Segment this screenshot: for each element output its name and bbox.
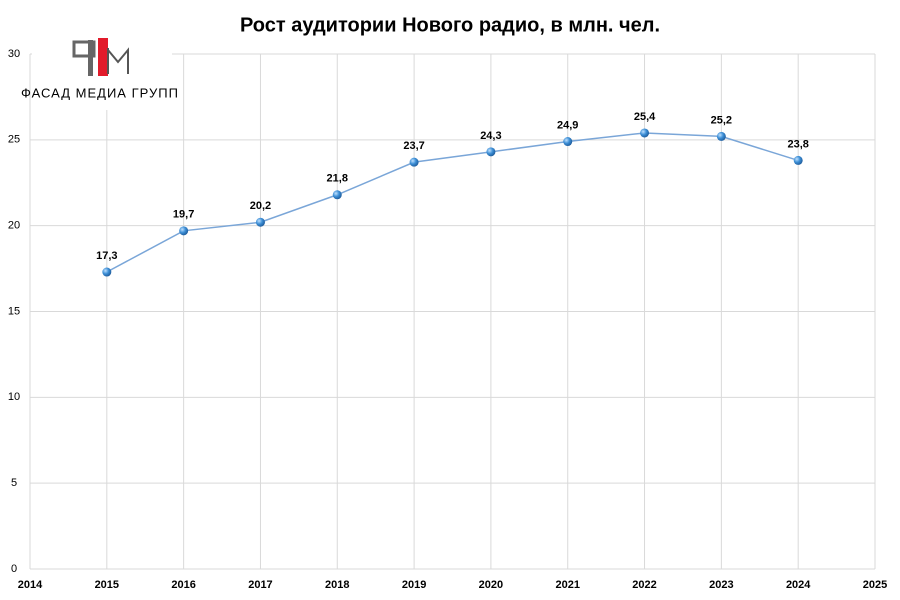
- x-tick-label: 2019: [402, 579, 426, 591]
- point: [102, 267, 112, 277]
- x-tick-label: 2017: [248, 579, 272, 591]
- x-tick-label: 2020: [479, 579, 503, 591]
- x-tick-label: 2022: [632, 579, 656, 591]
- point: [179, 226, 189, 236]
- x-tick-label: 2014: [18, 579, 43, 591]
- data-label: 20,2: [250, 200, 271, 212]
- y-tick-label: 25: [8, 134, 20, 146]
- data-label: 25,2: [711, 114, 732, 126]
- chart-title: Рост аудитории Нового радио, в млн. чел.: [240, 14, 660, 36]
- logo-shape: [88, 40, 93, 76]
- x-tick-label: 2015: [95, 579, 119, 591]
- data-label: 21,8: [327, 173, 348, 185]
- data-label: 23,7: [403, 140, 424, 152]
- grid: [29, 53, 876, 570]
- point: [640, 128, 650, 138]
- point: [486, 147, 496, 157]
- y-tick-label: 20: [8, 220, 20, 232]
- x-tick-label: 2018: [325, 579, 349, 591]
- point: [716, 131, 726, 141]
- x-tick-label: 2024: [786, 579, 811, 591]
- x-tick-label: 2025: [863, 579, 887, 591]
- data-label: 19,7: [173, 209, 194, 221]
- point: [332, 190, 342, 200]
- point: [793, 155, 803, 165]
- logo: ФАСАД МЕДИА ГРУПП: [21, 38, 179, 110]
- y-tick-label: 10: [8, 391, 20, 403]
- x-tick-label: 2023: [709, 579, 733, 591]
- data-label: 23,8: [787, 138, 808, 150]
- logo-shape: [98, 38, 108, 76]
- point: [409, 157, 419, 167]
- y-tick-label: 15: [8, 305, 20, 317]
- y-tick-label: 0: [11, 563, 17, 575]
- point: [255, 217, 265, 227]
- data-label: 17,3: [96, 250, 117, 262]
- point: [563, 137, 573, 147]
- logo-shape: [107, 47, 129, 74]
- y-tick-label: 30: [8, 48, 20, 60]
- data-label: 24,9: [557, 119, 578, 131]
- x-tick-label: 2016: [171, 579, 195, 591]
- logo-shape: [72, 40, 96, 58]
- data-label: 24,3: [480, 130, 501, 142]
- line: [106, 132, 799, 273]
- plot: 17,3 19,7 20,2 21,8 23,7 24,3 24,9 25,4 25,2 23,8: [96, 111, 809, 277]
- x-tick-label: 2021: [555, 579, 579, 591]
- logo-text: ФАСАД МЕДИА ГРУПП: [21, 85, 179, 100]
- y-tick-label: 5: [11, 477, 17, 489]
- data-label: 25,4: [634, 111, 656, 123]
